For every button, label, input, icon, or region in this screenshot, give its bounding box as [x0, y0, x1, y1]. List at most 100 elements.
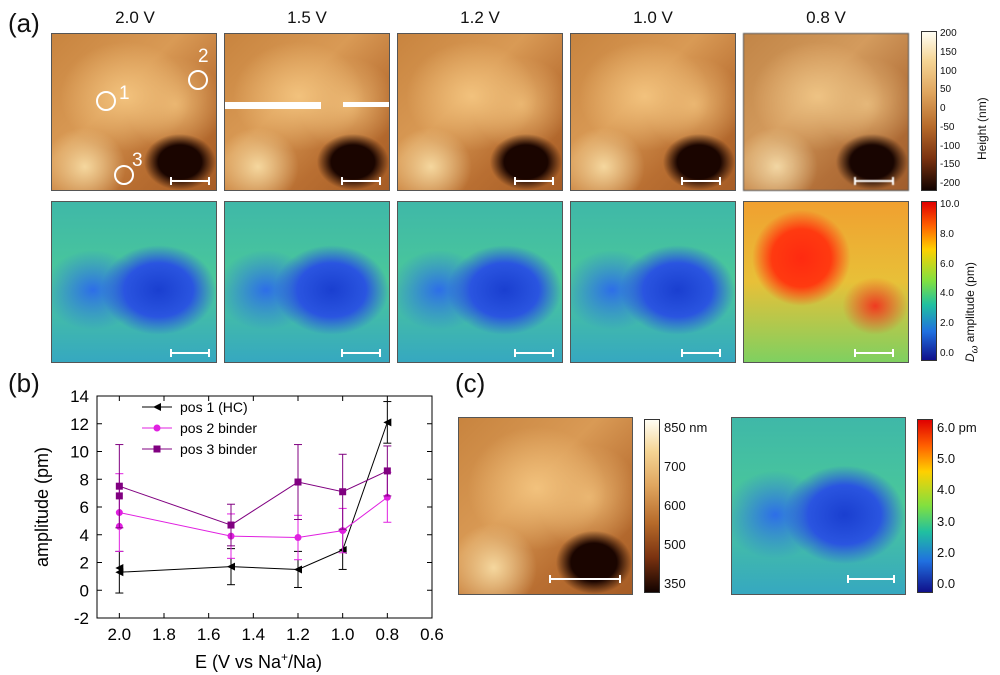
x-tick-label: 0.6 [420, 625, 444, 644]
c-amplitude-colorbar [917, 419, 933, 593]
colorbar-tick-label: 6.0 pm [937, 420, 977, 435]
d-omega-symbol: Dω [963, 345, 981, 362]
colorbar-tick-label: 100 [940, 65, 957, 77]
y-tick-label: 8 [80, 470, 89, 489]
colorbar-tick-label: 0.0 [937, 576, 956, 591]
y-tick-label: 6 [80, 498, 89, 517]
colorbar-tick-label: 3.0 [937, 513, 956, 529]
scale-bar [170, 349, 210, 357]
legend-label: pos 1 (HC) [180, 399, 248, 415]
x-tick-label: 0.8 [376, 625, 400, 644]
colorbar-tick-label: -100 [940, 140, 961, 152]
scale-bar [341, 349, 381, 357]
scale-bar [854, 177, 894, 185]
amplitude-colorbar-title: Dω amplitude (pm) [963, 262, 981, 362]
y-tick-label: 10 [70, 443, 89, 462]
y-tick-label: 0 [80, 581, 89, 600]
x-tick-label: 1.2 [286, 625, 310, 644]
colorbar-tick-label: 50 [940, 84, 952, 96]
colorbar-tick-label: 350 [664, 576, 686, 591]
position-label: 3 [132, 150, 143, 171]
scale-bar [681, 177, 721, 185]
colorbar-tick-label: 600 [664, 498, 686, 513]
plot-frame [96, 395, 433, 619]
colorbar-tick-label: -50 [940, 121, 955, 133]
legend-marker [153, 424, 161, 432]
colorbar-tick-label: 850 nm [664, 420, 708, 435]
colorbar-tick-label: -150 [940, 159, 961, 171]
position-label: 2 [198, 46, 209, 67]
data-point [227, 562, 235, 571]
height-colorbar [921, 31, 937, 191]
colorbar-tick-label: 200 [940, 28, 957, 39]
y-tick-label: -2 [74, 609, 89, 628]
colorbar-tick-label: 4.0 [940, 288, 954, 300]
series-line [119, 496, 388, 539]
colorbar-tick-label: 0 [940, 103, 946, 114]
colorbar-tick-label: 10.0 [940, 199, 960, 210]
data-point [294, 534, 302, 542]
legend-label: pos 3 binder [180, 441, 257, 457]
x-tick-label: 1.4 [242, 625, 266, 644]
x-tick-label: 2.0 [108, 625, 132, 644]
voltage-label: 2.0 V [115, 8, 155, 27]
panel-label-a: (a) [8, 8, 40, 38]
amplitude-image [51, 201, 217, 363]
colorbar-tick-label: 0.0 [940, 348, 954, 359]
position-marker [188, 70, 208, 90]
position-marker [114, 165, 134, 185]
scale-bar [341, 177, 381, 185]
voltage-label: 1.2 V [460, 8, 500, 27]
colorbar-tick-label: 8.0 [940, 228, 954, 240]
position-label: 1 [119, 83, 130, 104]
amplitude-image [224, 201, 390, 363]
y-tick-label: 12 [70, 415, 89, 434]
y-tick-label: 4 [80, 526, 89, 545]
data-point [115, 492, 123, 500]
data-point [115, 482, 123, 490]
amplitude-vs-potential-chart: -2 0 2 4 6 8 10 12 14 2.0 1.8 1.6 1.4 1.2 1.0 0.8 0.6 amp… [32, 387, 444, 672]
data-point [227, 521, 235, 529]
x-axis-label: E (V vs Na+/Na) [195, 650, 322, 672]
colorbar-tick-label: 6.0 [940, 258, 954, 270]
c-height-colorbar [644, 419, 660, 593]
y-axis-label: amplitude (pm) [32, 447, 52, 567]
amplitude-image [397, 201, 563, 363]
voltage-label: 1.5 V [287, 8, 327, 27]
x-tick-label: 1.0 [331, 625, 355, 644]
x-tick-label: 1.8 [152, 625, 176, 644]
scale-bar [549, 575, 621, 583]
series-line [119, 470, 388, 526]
data-point [383, 418, 392, 427]
c-amplitude-image [731, 417, 906, 595]
colorbar-tick-label: 700 [664, 459, 686, 474]
colorbar-tick-label: -200 [940, 178, 961, 189]
colorbar-tick-label: 4.0 [937, 482, 956, 498]
colorbar-tick-label: 150 [940, 46, 957, 58]
amplitude-image [743, 201, 909, 363]
voltage-label: 1.0 V [633, 8, 673, 27]
height-colorbar-title: Height (nm) [975, 97, 989, 160]
scan-artifact [343, 102, 389, 107]
data-point [115, 564, 124, 573]
x-tick-label: 1.6 [197, 625, 221, 644]
position-marker [96, 91, 116, 111]
colorbar-tick-label: 2.0 [940, 318, 954, 330]
colorbar-tick-label: 500 [664, 537, 686, 552]
panel-label-c: (c) [455, 368, 486, 398]
scale-bar [170, 177, 210, 185]
topography-image [570, 33, 736, 191]
colorbar-tick-label: 2.0 [937, 544, 956, 560]
scale-bar [854, 349, 894, 357]
scan-artifact [225, 102, 321, 109]
topography-image [224, 33, 390, 191]
y-tick-label: 2 [80, 554, 89, 573]
panel-label-b: (b) [8, 368, 40, 398]
topography-image [743, 33, 909, 191]
voltage-label: 0.8 V [806, 8, 846, 27]
scale-bar [514, 349, 554, 357]
scale-bar [681, 349, 721, 357]
legend-marker [153, 445, 161, 453]
scale-bar [514, 177, 554, 185]
data-point [294, 565, 302, 574]
